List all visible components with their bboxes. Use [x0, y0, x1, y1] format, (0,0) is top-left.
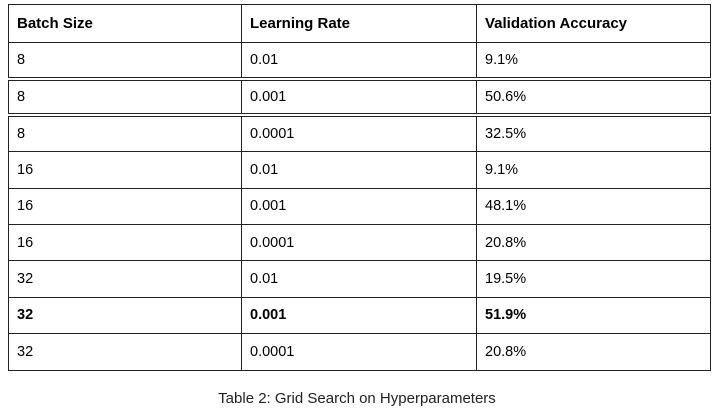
cell-validation-accuracy: 9.1%	[476, 41, 711, 81]
cell-batch-size: 32	[8, 260, 242, 298]
cell-validation-accuracy: 48.1%	[476, 187, 711, 225]
hyperparameter-table-container: Batch Size Learning Rate Validation Accu…	[8, 4, 711, 371]
table-row: 32 0.0001 20.8%	[8, 333, 711, 371]
cell-validation-accuracy: 50.6%	[476, 78, 711, 118]
hyperparameter-table: Batch Size Learning Rate Validation Accu…	[8, 4, 711, 371]
table-row: 32 0.01 19.5%	[8, 260, 711, 298]
cell-validation-accuracy: 20.8%	[476, 333, 711, 371]
table-caption: Table 2: Grid Search on Hyperparameters	[218, 390, 496, 407]
cell-learning-rate: 0.01	[241, 151, 477, 189]
cell-validation-accuracy: 9.1%	[476, 151, 711, 189]
cell-batch-size: 16	[8, 187, 242, 225]
cell-learning-rate: 0.0001	[241, 333, 477, 371]
cell-learning-rate: 0.01	[241, 260, 477, 298]
cell-learning-rate: 0.001	[241, 296, 477, 335]
table-row: 16 0.01 9.1%	[8, 151, 711, 189]
cell-validation-accuracy: 32.5%	[476, 114, 711, 153]
cell-learning-rate: 0.001	[241, 78, 477, 118]
cell-batch-size: 16	[8, 223, 242, 262]
table-row: 16 0.001 48.1%	[8, 187, 711, 225]
cell-validation-accuracy: 20.8%	[476, 223, 711, 262]
table-header-row: Batch Size Learning Rate Validation Accu…	[8, 4, 711, 43]
table-row-best: 32 0.001 51.9%	[8, 296, 711, 335]
cell-batch-size: 32	[8, 296, 242, 335]
cell-validation-accuracy: 51.9%	[476, 296, 711, 335]
header-validation-accuracy: Validation Accuracy	[476, 4, 711, 43]
cell-batch-size: 8	[8, 78, 242, 118]
cell-batch-size: 32	[8, 333, 242, 371]
cell-learning-rate: 0.0001	[241, 114, 477, 153]
table-row: 16 0.0001 20.8%	[8, 223, 711, 262]
cell-batch-size: 16	[8, 151, 242, 189]
cell-validation-accuracy: 19.5%	[476, 260, 711, 298]
table-row: 8 0.001 50.6%	[8, 78, 711, 118]
table-row: 8 0.0001 32.5%	[8, 114, 711, 153]
cell-learning-rate: 0.001	[241, 187, 477, 225]
cell-learning-rate: 0.01	[241, 41, 477, 81]
header-batch-size: Batch Size	[8, 4, 242, 43]
header-learning-rate: Learning Rate	[241, 4, 477, 43]
cell-batch-size: 8	[8, 41, 242, 81]
table-row: 8 0.01 9.1%	[8, 41, 711, 81]
cell-batch-size: 8	[8, 114, 242, 153]
cell-learning-rate: 0.0001	[241, 223, 477, 262]
